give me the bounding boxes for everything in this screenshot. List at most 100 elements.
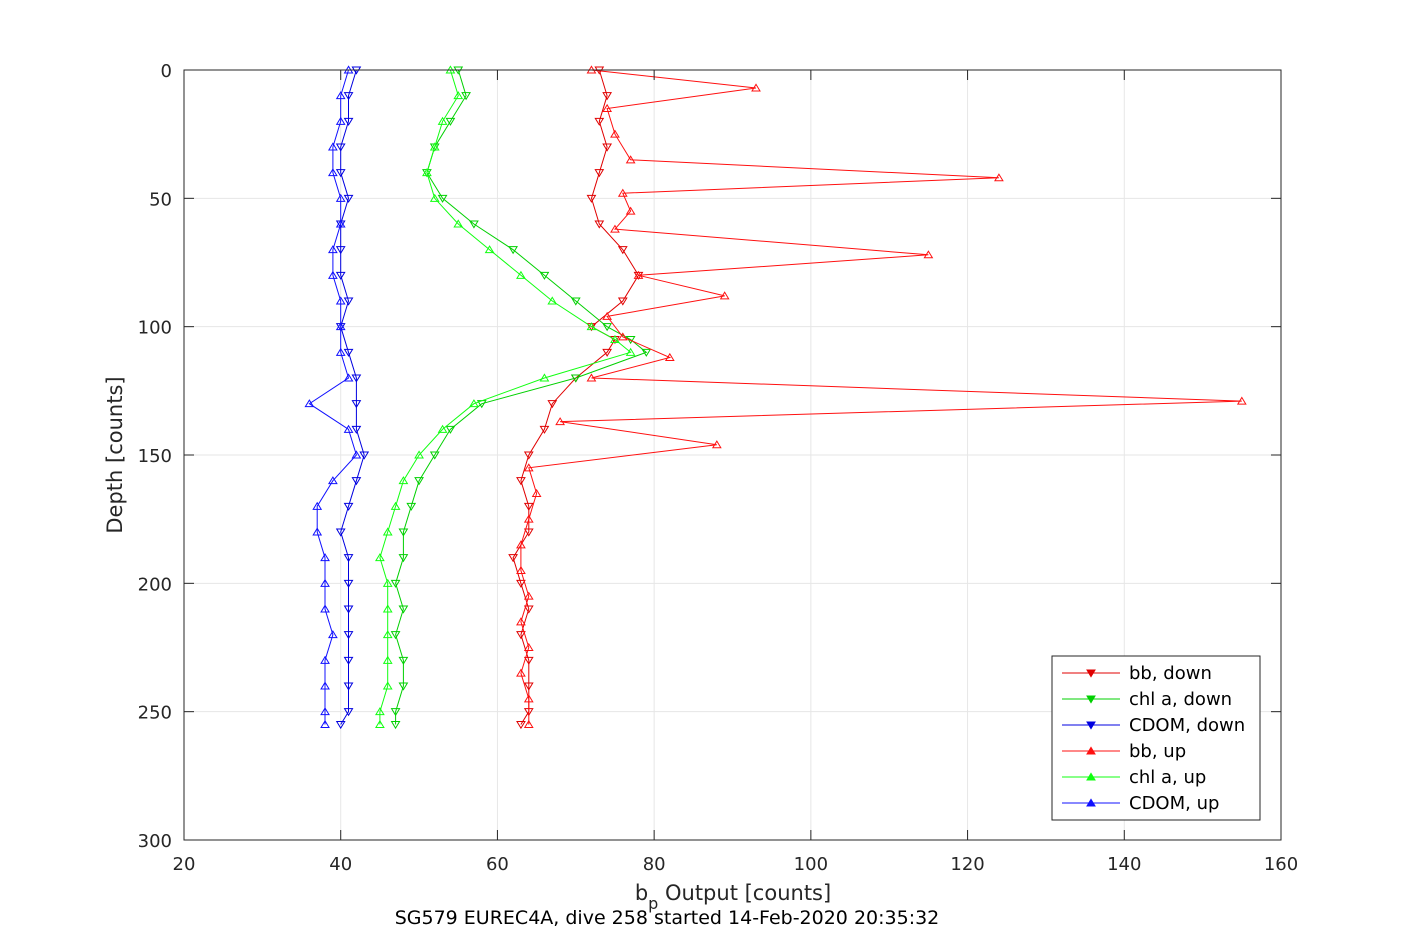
data-point	[516, 631, 526, 640]
data-point	[602, 323, 613, 332]
data-point	[304, 399, 315, 408]
data-point	[335, 322, 346, 331]
series-bb-up	[516, 65, 1247, 728]
data-point	[343, 554, 354, 563]
x-tick-label: 140	[1107, 854, 1141, 875]
y-tick-label: 100	[138, 318, 172, 339]
data-point	[617, 246, 628, 255]
data-point	[327, 476, 338, 485]
data-point	[382, 655, 393, 664]
data-point	[625, 206, 636, 215]
legend-entry-label: bb, down	[1129, 663, 1212, 684]
data-point	[617, 297, 628, 306]
data-point	[390, 708, 401, 717]
series-line	[379, 69, 632, 725]
data-point	[375, 719, 385, 728]
data-point	[469, 220, 479, 229]
data-point	[343, 194, 354, 203]
data-point	[547, 400, 558, 409]
x-tick-label: 60	[486, 854, 509, 875]
data-point	[994, 173, 1004, 182]
series-line	[512, 69, 640, 725]
data-point	[398, 682, 409, 691]
data-point	[382, 681, 393, 690]
data-point	[602, 92, 613, 101]
y-tick-label: 200	[138, 574, 172, 595]
data-point	[719, 291, 730, 300]
y-tick-label: 300	[138, 831, 172, 852]
data-point	[625, 155, 636, 164]
legend-entry-label: bb, up	[1129, 741, 1186, 762]
data-point	[539, 425, 550, 434]
data-point	[555, 417, 566, 426]
data-point	[390, 579, 401, 588]
data-point	[602, 103, 613, 112]
data-point	[531, 488, 542, 497]
data-point	[570, 297, 581, 306]
data-point	[343, 708, 354, 717]
data-point	[398, 528, 409, 537]
legend-marker	[1086, 772, 1096, 781]
series-cdom-up	[304, 65, 362, 728]
data-point	[508, 246, 518, 255]
data-point	[320, 655, 330, 664]
data-point	[335, 116, 346, 125]
data-point	[570, 374, 581, 383]
series-line	[520, 69, 1242, 725]
x-axis-label-subscript: p	[648, 894, 658, 913]
data-point	[343, 682, 354, 691]
data-point	[429, 193, 440, 202]
x-axis-label: bp Output [counts]	[635, 881, 831, 913]
data-point	[398, 476, 409, 485]
data-point	[359, 451, 370, 460]
data-point	[327, 630, 338, 639]
data-point	[320, 681, 330, 690]
data-point	[641, 348, 652, 357]
data-point	[406, 502, 417, 511]
x-axis-label-rest: Output [counts]	[658, 881, 831, 905]
data-point	[523, 591, 534, 600]
legend-marker	[1086, 746, 1096, 755]
legend-entry-label: chl a, down	[1129, 689, 1232, 710]
data-point	[312, 501, 323, 510]
data-point	[516, 617, 526, 626]
data-point	[523, 528, 534, 537]
x-tick-label: 80	[643, 854, 666, 875]
series-chl-a-up	[375, 65, 636, 728]
data-point	[327, 168, 338, 177]
data-point	[523, 694, 534, 703]
data-point	[484, 245, 495, 254]
data-point	[586, 194, 597, 203]
data-point	[751, 83, 761, 92]
x-tick-label: 20	[173, 854, 196, 875]
x-tick-label: 100	[794, 854, 828, 875]
data-point	[414, 477, 424, 486]
data-point	[335, 528, 346, 537]
legend-marker	[1086, 695, 1096, 704]
y-tick-label: 250	[138, 703, 172, 724]
data-point	[335, 271, 346, 280]
data-point	[390, 631, 401, 640]
data-point	[320, 719, 330, 728]
data-point	[523, 451, 534, 460]
data-point	[312, 527, 323, 536]
figure-caption: SG579 EUREC4A, dive 258 started 14-Feb-2…	[395, 907, 940, 929]
data-point	[523, 642, 534, 651]
data-point	[539, 271, 550, 280]
x-tick-label: 120	[950, 854, 984, 875]
legend-entry-label: chl a, up	[1129, 767, 1206, 788]
data-point	[523, 656, 534, 665]
data-point	[351, 450, 362, 459]
data-point	[610, 129, 620, 138]
y-tick-label: 150	[138, 446, 172, 467]
data-point	[320, 604, 330, 613]
legend-marker	[1086, 669, 1096, 678]
data-point	[445, 425, 456, 434]
data-point	[390, 501, 401, 510]
data-point	[327, 270, 338, 279]
data-point	[335, 169, 346, 178]
data-point	[516, 668, 526, 677]
data-point	[327, 142, 338, 151]
legend-box	[1051, 655, 1261, 821]
